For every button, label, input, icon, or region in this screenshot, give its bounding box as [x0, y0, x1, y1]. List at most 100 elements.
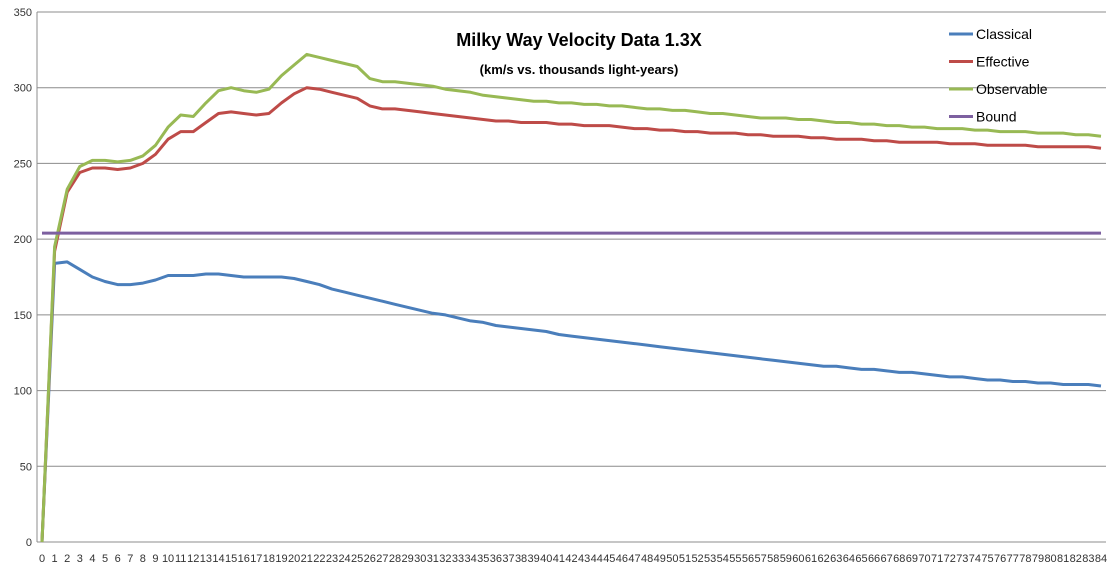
x-tick-label: 37 — [502, 553, 514, 565]
x-tick-label: 35 — [477, 553, 489, 565]
series-line-observable — [40, 52, 1102, 543]
x-tick-label: 14 — [212, 553, 224, 565]
x-tick-label: 45 — [603, 553, 615, 565]
y-tick-label: 50 — [20, 461, 32, 473]
y-tick-label: 300 — [14, 83, 32, 95]
x-tick-label: 74 — [969, 553, 981, 565]
x-tick-label: 32 — [439, 553, 451, 565]
y-tick-label: 0 — [26, 537, 32, 549]
x-tick-label: 57 — [754, 553, 766, 565]
x-tick-label: 55 — [729, 553, 741, 565]
x-tick-label: 83 — [1082, 553, 1094, 565]
x-tick-label: 50 — [666, 553, 678, 565]
x-tick-label: 61 — [805, 553, 817, 565]
series-lines — [40, 52, 1102, 543]
x-tick-label: 41 — [553, 553, 565, 565]
x-tick-label: 21 — [301, 553, 313, 565]
x-tick-label: 62 — [818, 553, 830, 565]
x-tick-label: 40 — [540, 553, 552, 565]
x-tick-label: 47 — [628, 553, 640, 565]
x-tick-label: 1 — [52, 553, 58, 565]
x-tick-label: 18 — [263, 553, 275, 565]
x-tick-label: 46 — [616, 553, 628, 565]
x-tick-label: 79 — [1032, 553, 1044, 565]
legend: Classical Effective Observable Bound — [949, 26, 1048, 125]
x-tick-label: 78 — [1019, 553, 1031, 565]
x-tick-label: 19 — [275, 553, 287, 565]
x-tick-label: 84 — [1095, 553, 1107, 565]
x-tick-label: 81 — [1057, 553, 1069, 565]
x-tick-label: 56 — [742, 553, 754, 565]
x-tick-label: 60 — [792, 553, 804, 565]
y-tick-label: 200 — [14, 234, 32, 246]
legend-label-classical: Classical — [976, 26, 1032, 42]
x-tick-label: 13 — [200, 553, 212, 565]
series-line-effective — [40, 86, 1102, 543]
x-tick-label: 9 — [152, 553, 158, 565]
x-tick-label: 3 — [77, 553, 83, 565]
x-tick-label: 17 — [250, 553, 262, 565]
x-tick-label: 16 — [238, 553, 250, 565]
y-axis-ticks: 0 50 100 150 200 250 300 350 — [14, 7, 32, 549]
y-tick-label: 250 — [14, 158, 32, 170]
x-tick-label: 70 — [918, 553, 930, 565]
x-tick-label: 68 — [893, 553, 905, 565]
x-tick-label: 33 — [452, 553, 464, 565]
x-tick-label: 23 — [326, 553, 338, 565]
chart-subtitle: (km/s vs. thousands light-years) — [480, 62, 679, 77]
x-tick-label: 82 — [1070, 553, 1082, 565]
x-tick-label: 59 — [780, 553, 792, 565]
x-tick-label: 38 — [515, 553, 527, 565]
chart-title: Milky Way Velocity Data 1.3X — [456, 30, 701, 50]
x-tick-label: 65 — [855, 553, 867, 565]
x-tick-label: 54 — [717, 553, 729, 565]
x-tick-label: 8 — [140, 553, 146, 565]
x-tick-label: 72 — [944, 553, 956, 565]
x-tick-label: 48 — [641, 553, 653, 565]
x-tick-label: 71 — [931, 553, 943, 565]
x-tick-label: 10 — [162, 553, 174, 565]
x-tick-label: 77 — [1007, 553, 1019, 565]
x-tick-label: 6 — [115, 553, 121, 565]
x-tick-label: 26 — [364, 553, 376, 565]
x-tick-label: 20 — [288, 553, 300, 565]
x-tick-label: 29 — [401, 553, 413, 565]
x-tick-label: 58 — [767, 553, 779, 565]
x-tick-label: 27 — [376, 553, 388, 565]
x-tick-label: 52 — [691, 553, 703, 565]
x-tick-label: 51 — [679, 553, 691, 565]
y-tick-label: 350 — [14, 7, 32, 19]
x-tick-label: 11 — [175, 553, 186, 565]
y-tick-label: 100 — [14, 386, 32, 398]
x-tick-label: 44 — [591, 553, 603, 565]
x-axis-ticks: 0 1 2 3 4 5 6 7 8 9 10 11 12 13 14 15 16 17 18 19 20 21 22 23 24… — [39, 553, 1107, 565]
x-tick-label: 28 — [389, 553, 401, 565]
x-tick-label: 76 — [994, 553, 1006, 565]
x-tick-label: 30 — [414, 553, 426, 565]
x-tick-label: 7 — [127, 553, 133, 565]
x-tick-label: 15 — [225, 553, 237, 565]
x-tick-label: 49 — [654, 553, 666, 565]
x-tick-label: 80 — [1044, 553, 1056, 565]
legend-label-effective: Effective — [976, 54, 1030, 70]
x-tick-label: 5 — [102, 553, 108, 565]
x-tick-label: 36 — [490, 553, 502, 565]
x-tick-label: 69 — [906, 553, 918, 565]
x-tick-label: 25 — [351, 553, 363, 565]
x-tick-label: 34 — [465, 553, 477, 565]
x-tick-label: 75 — [981, 553, 993, 565]
x-tick-label: 39 — [528, 553, 540, 565]
x-tick-label: 53 — [704, 553, 716, 565]
x-tick-label: 64 — [843, 553, 855, 565]
legend-label-bound: Bound — [976, 109, 1016, 125]
x-tick-label: 2 — [64, 553, 70, 565]
x-tick-label: 73 — [956, 553, 968, 565]
x-tick-label: 24 — [338, 553, 350, 565]
x-tick-label: 0 — [39, 553, 45, 565]
x-tick-label: 66 — [868, 553, 880, 565]
x-tick-label: 12 — [187, 553, 199, 565]
x-tick-label: 4 — [89, 553, 95, 565]
x-tick-label: 42 — [565, 553, 577, 565]
